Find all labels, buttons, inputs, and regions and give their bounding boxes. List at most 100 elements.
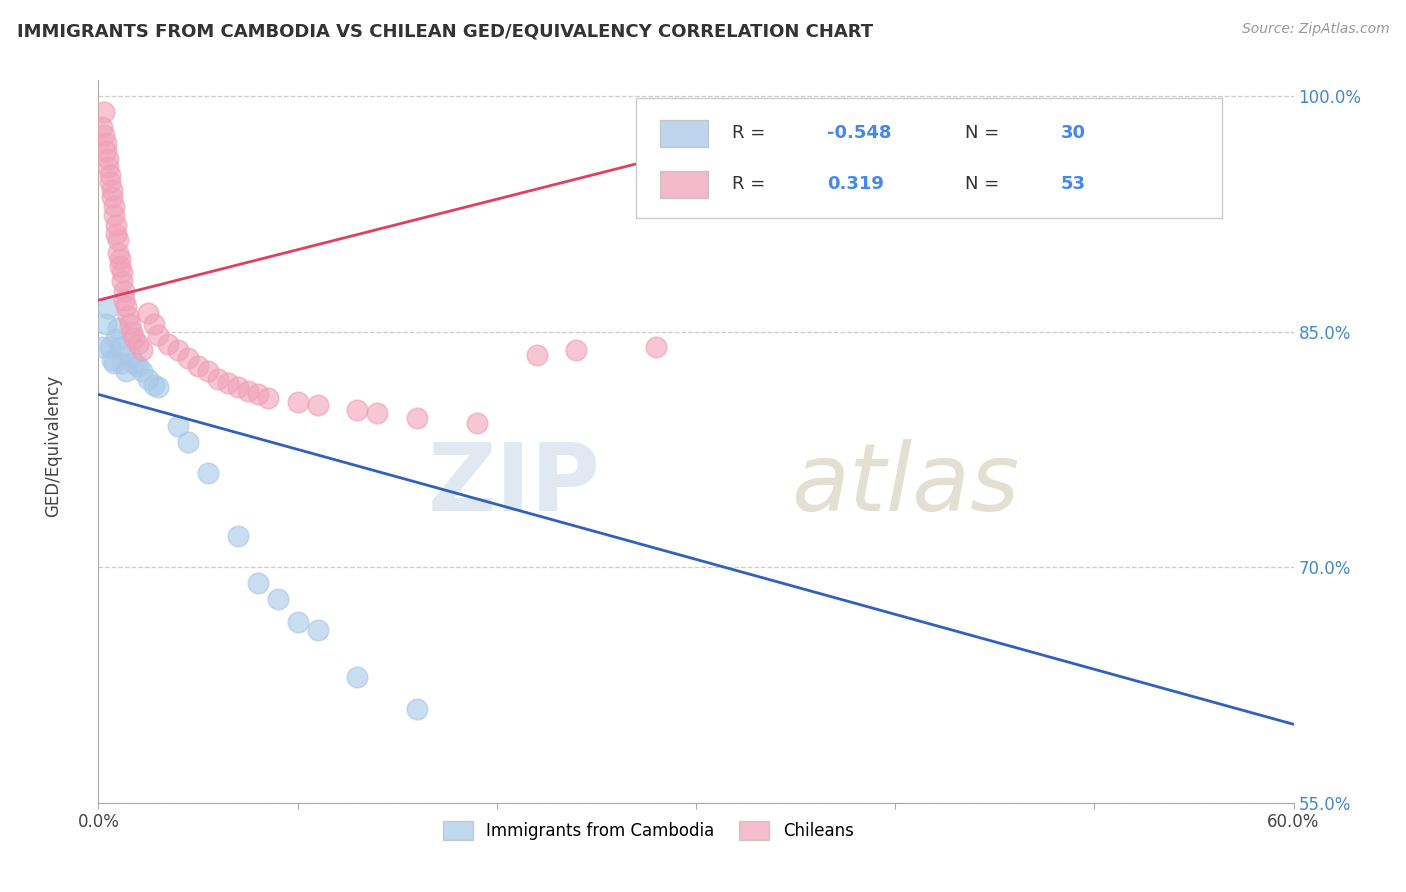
Point <box>177 434 200 449</box>
Text: R =: R = <box>733 175 765 193</box>
Point <box>111 265 134 279</box>
Point <box>131 343 153 358</box>
Point <box>197 364 219 378</box>
Point <box>110 340 132 354</box>
Point <box>287 395 309 409</box>
Point <box>131 364 153 378</box>
Text: N =: N = <box>965 124 1000 142</box>
Point <box>645 340 668 354</box>
Point <box>177 351 200 366</box>
Point <box>101 183 124 197</box>
Point <box>120 317 142 331</box>
FancyBboxPatch shape <box>637 98 1222 218</box>
Point <box>148 379 170 393</box>
Point <box>111 274 134 288</box>
Text: -0.548: -0.548 <box>827 124 891 142</box>
Point <box>366 406 388 420</box>
Point <box>127 359 149 373</box>
Point <box>226 379 249 393</box>
Point <box>346 403 368 417</box>
Point <box>115 300 138 314</box>
Text: Source: ZipAtlas.com: Source: ZipAtlas.com <box>1241 22 1389 37</box>
Point <box>246 575 269 590</box>
Point <box>127 337 149 351</box>
Point <box>187 359 209 373</box>
Text: atlas: atlas <box>792 440 1019 531</box>
Text: 53: 53 <box>1060 175 1085 193</box>
Point <box>226 529 249 543</box>
Point <box>136 372 159 386</box>
Point <box>105 218 128 232</box>
Point <box>143 378 166 392</box>
Point <box>101 189 124 203</box>
Point <box>307 623 329 637</box>
Text: IMMIGRANTS FROM CAMBODIA VS CHILEAN GED/EQUIVALENCY CORRELATION CHART: IMMIGRANTS FROM CAMBODIA VS CHILEAN GED/… <box>17 22 873 40</box>
Point <box>93 128 115 143</box>
Point <box>103 356 125 370</box>
Legend: Immigrants from Cambodia, Chileans: Immigrants from Cambodia, Chileans <box>436 814 860 847</box>
Point <box>121 325 143 339</box>
Point <box>785 874 807 888</box>
Point <box>115 364 138 378</box>
Point <box>406 701 429 715</box>
Point <box>103 208 125 222</box>
FancyBboxPatch shape <box>661 170 709 198</box>
Text: N =: N = <box>965 175 1000 193</box>
Point <box>143 317 166 331</box>
Point <box>124 356 146 370</box>
Text: GED/Equivalency: GED/Equivalency <box>45 375 62 517</box>
Point <box>107 246 129 260</box>
Point <box>120 348 142 362</box>
Point <box>256 391 278 405</box>
Point <box>136 306 159 320</box>
Point <box>167 343 190 358</box>
Point <box>217 376 239 391</box>
Point <box>93 104 115 119</box>
Point <box>112 284 135 298</box>
Point <box>111 356 134 370</box>
Point <box>1143 890 1166 892</box>
Point <box>167 418 190 433</box>
Point <box>91 340 114 354</box>
Point <box>207 372 229 386</box>
Point <box>112 293 135 308</box>
Point <box>103 199 125 213</box>
Point <box>98 168 122 182</box>
Point <box>117 309 139 323</box>
Point <box>565 343 588 358</box>
Point <box>98 340 122 354</box>
Point <box>97 301 120 315</box>
Point <box>465 416 488 430</box>
Point <box>110 259 132 273</box>
Point <box>148 327 170 342</box>
Point <box>96 136 118 150</box>
Point <box>97 152 120 166</box>
Point <box>346 670 368 684</box>
Point <box>157 337 180 351</box>
Point <box>91 120 114 135</box>
Text: ZIP: ZIP <box>427 439 600 531</box>
Point <box>406 411 429 425</box>
Point <box>197 466 219 480</box>
Text: R =: R = <box>733 124 765 142</box>
Point <box>98 175 122 189</box>
Point <box>96 317 118 331</box>
Point <box>246 387 269 401</box>
Point <box>124 331 146 345</box>
Point <box>105 333 128 347</box>
Point <box>236 384 259 399</box>
Point <box>526 348 548 362</box>
Text: 0.319: 0.319 <box>827 175 884 193</box>
Point <box>105 227 128 242</box>
Point <box>307 398 329 412</box>
Point <box>110 252 132 267</box>
Point <box>287 615 309 630</box>
Point <box>267 591 290 606</box>
Point <box>96 144 118 158</box>
FancyBboxPatch shape <box>661 120 709 147</box>
Text: 30: 30 <box>1060 124 1085 142</box>
Point <box>97 160 120 174</box>
Point <box>107 234 129 248</box>
Point <box>107 321 129 335</box>
Point <box>101 352 124 367</box>
